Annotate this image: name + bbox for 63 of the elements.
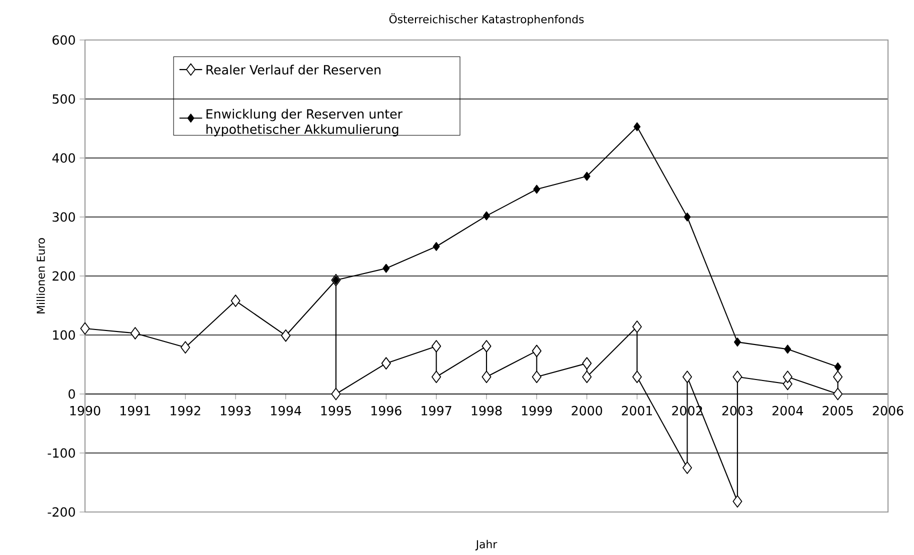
point [280, 329, 291, 342]
x-tick-label: 1993 [220, 406, 251, 416]
y-tick-label: -100 [48, 448, 75, 458]
y-tick-label: 100 [53, 330, 75, 340]
x-tick-label: 2001 [622, 406, 652, 416]
x-tick-label: 1992 [170, 406, 200, 416]
point [833, 388, 843, 400]
y-tick-label: 0 [68, 389, 75, 399]
point [632, 370, 642, 384]
x-tick-label: 2005 [822, 406, 853, 416]
point [532, 344, 542, 358]
point [230, 294, 240, 307]
point [382, 264, 390, 273]
x-tick-label: 2006 [872, 406, 904, 416]
y-tick-label: 200 [52, 271, 75, 281]
point [532, 370, 542, 384]
x-tick-label: 2000 [572, 406, 602, 416]
x-tick-label: 1995 [321, 406, 351, 416]
x-tick-label: 1999 [522, 406, 552, 416]
point [130, 327, 140, 340]
point [582, 370, 592, 384]
point [583, 172, 590, 181]
x-tick-label: 2004 [772, 406, 803, 416]
point [632, 320, 642, 333]
y-tick-label: 600 [52, 35, 75, 45]
point [483, 211, 490, 220]
point [782, 370, 792, 384]
x-tick-label: 1998 [472, 406, 502, 416]
legend-label: Enwicklung der Reserven unter hypothetischer Akkumulierung [206, 108, 403, 136]
point [582, 357, 592, 370]
point [482, 340, 492, 352]
point [482, 370, 492, 384]
x-tick-label: 1996 [371, 406, 402, 416]
y-tick-label: 400 [52, 153, 75, 163]
point [432, 370, 442, 384]
point [732, 370, 742, 384]
point [684, 212, 691, 222]
chart-title: Österreichischer Katastrophenfonds [389, 13, 584, 26]
x-tick-label: 1991 [120, 406, 150, 416]
point [331, 388, 341, 400]
x-tick-label: 1997 [422, 406, 452, 416]
x-axis-title: Jahr [475, 540, 498, 550]
point [80, 322, 90, 335]
point [734, 338, 741, 347]
x-tick-label: 1994 [271, 406, 302, 416]
y-tick-label: -200 [48, 507, 75, 517]
x-tick-label: 1990 [70, 406, 100, 416]
y-tick-label: 300 [52, 212, 75, 222]
point [833, 370, 843, 384]
point [784, 344, 792, 354]
point [732, 495, 742, 508]
point [682, 462, 692, 474]
point [432, 242, 440, 251]
legend-label: Realer Verlauf der Reserven [206, 64, 380, 75]
point [634, 122, 641, 132]
y-axis-title: Millionen Euro [36, 238, 45, 314]
point [834, 362, 842, 372]
point [381, 357, 391, 370]
point [533, 184, 540, 194]
point [682, 370, 692, 384]
y-tick-label: 500 [52, 94, 75, 104]
point [432, 340, 442, 352]
point [180, 341, 190, 354]
